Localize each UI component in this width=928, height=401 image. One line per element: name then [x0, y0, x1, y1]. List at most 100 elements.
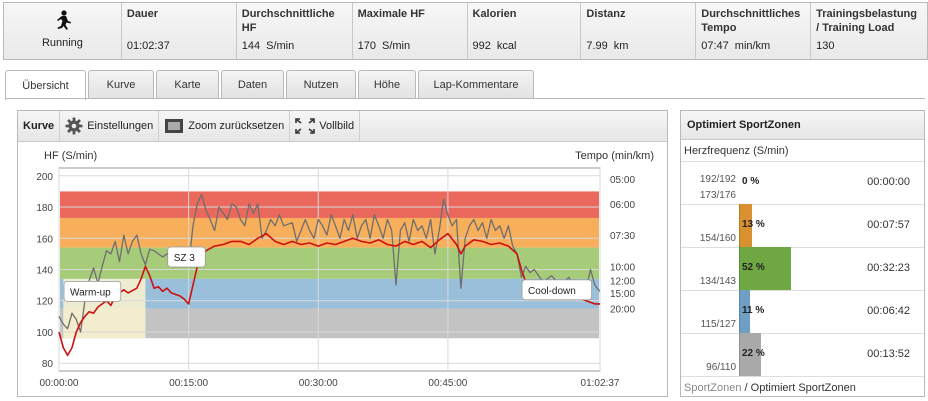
zone-row: 134/143 52 % 00:32:23: [681, 247, 924, 291]
sport-label: Running: [41, 37, 83, 49]
stat-distance: Distanz 7.99 km: [581, 3, 697, 59]
stat-label: Dauer: [126, 8, 159, 20]
annotation-label: Cool-down: [528, 286, 576, 297]
y-tick-label: 180: [36, 203, 53, 214]
hr-zone-band: [60, 278, 599, 309]
zoom-reset-button[interactable]: Zoom zurücksetzen: [159, 111, 291, 141]
tab-divider: [5, 98, 925, 99]
zone-range: 134/143: [700, 276, 736, 288]
zone-range: 154/160: [700, 233, 736, 245]
zone-percent: 52 %: [742, 262, 765, 273]
pace-tick-label: 12:00: [610, 276, 635, 287]
y-tick-label: 160: [36, 234, 53, 245]
tab-benefit[interactable]: Nutzen: [286, 70, 356, 99]
settings-label: Einstellungen: [87, 120, 154, 132]
zone-bar: [739, 290, 750, 333]
zone-row: 192/192 173/176 0 % 00:00:00: [681, 162, 924, 205]
tab-curve[interactable]: Kurve: [88, 70, 154, 99]
sport-zones-panel: Optimiert SportZonen Herzfrequenz (S/min…: [680, 110, 925, 397]
tab-overview[interactable]: Übersicht: [5, 70, 86, 100]
fullscreen-button[interactable]: Vollbild: [290, 111, 361, 141]
zone-time: 00:00:00: [867, 176, 910, 188]
pace-tick-label: 05:00: [610, 175, 635, 186]
pace-tick-label: 10:00: [610, 262, 635, 273]
zones-footer: SportZonen / Optimiert SportZonen: [684, 382, 856, 394]
fullscreen-icon: [295, 118, 316, 134]
tab-data[interactable]: Daten: [221, 70, 284, 99]
pace-tick-label: 06:00: [610, 200, 635, 211]
chart-annotation: Warm-up: [63, 280, 122, 302]
stat-label: Maximale HF: [357, 8, 425, 20]
zone-range: 192/192 173/176: [700, 174, 736, 202]
hr-zone-band: [60, 191, 599, 218]
summary-stats-bar: Running Dauer 01:02:37 Durchschnittliche…: [3, 2, 928, 60]
y-axis-label: HF (S/min): [44, 150, 97, 162]
zone-range: 96/110: [706, 362, 736, 374]
zoom-reset-icon: [165, 119, 184, 133]
zone-lower: 134/143: [699, 276, 736, 287]
annotation-label: SZ 3: [174, 253, 196, 264]
pace-tick-label: 07:30: [610, 231, 635, 242]
tab-lap-comments[interactable]: Lap-Kommentare: [418, 70, 534, 99]
tab-map[interactable]: Karte: [156, 70, 219, 99]
zone-row: 115/127 11 % 00:06:42: [681, 290, 924, 334]
gear-icon: [65, 117, 83, 135]
hr-zone-band: [60, 308, 599, 339]
zones-footer-text: Optimiert SportZonen: [750, 382, 856, 394]
stat-label: Trainingsbelastung / Training Load: [816, 8, 917, 34]
settings-button[interactable]: Einstellungen: [60, 111, 160, 141]
zones-title: Optimiert SportZonen: [681, 111, 924, 140]
stat-value: 170 S/min: [357, 40, 411, 52]
chart-annotation: Cool-down: [521, 279, 593, 301]
stat-training-load: Trainingsbelastung / Training Load 130: [811, 3, 927, 59]
zones-subtitle: Herzfrequenz (S/min): [681, 140, 924, 162]
zone-percent: 13 %: [742, 219, 765, 230]
curve-panel: Kurve Einstellungen Zoom zurücksetzen: [17, 110, 668, 397]
annotation-box: [167, 246, 206, 268]
annotation-label: Warm-up: [70, 287, 111, 298]
pace-tick-label: 15:00: [610, 289, 635, 300]
stat-value: 144 S/min: [241, 40, 295, 52]
stat-label: Kalorien: [472, 8, 517, 20]
y-tick-label: 200: [36, 172, 53, 183]
x-tick-label: 00:45:00: [428, 378, 467, 389]
x-tick-label: 00:15:00: [169, 378, 208, 389]
running-icon: [56, 10, 71, 30]
annotation-box: [521, 279, 593, 301]
zoom-reset-label: Zoom zurücksetzen: [188, 120, 285, 132]
stat-value: 130: [816, 40, 835, 52]
stat-duration: Dauer 01:02:37: [122, 3, 237, 59]
pace-series-line: [58, 193, 601, 333]
zone-lower: 96/110: [706, 362, 736, 373]
zone-time: 00:07:57: [867, 219, 910, 231]
annotation-box: [63, 280, 122, 302]
stat-value: 7.99 km: [586, 40, 629, 52]
y-tick-label: 140: [36, 266, 53, 277]
y-tick-label: 100: [36, 328, 53, 339]
tab-altitude[interactable]: Höhe: [358, 70, 416, 99]
x-tick-label: 00:00:00: [40, 378, 79, 389]
stat-avg-pace: Durchschnittliches Tempo 07:47 min/km: [696, 3, 812, 59]
sportzones-link[interactable]: SportZonen: [684, 382, 742, 394]
zone-bar: [739, 333, 761, 376]
zone-percent: 0 %: [742, 176, 760, 187]
chart-toolbar: Kurve Einstellungen Zoom zurücksetzen: [18, 111, 667, 142]
chart-title: Kurve: [18, 111, 61, 141]
x-tick-label: 01:02:37: [581, 378, 620, 389]
stat-calories: Kalorien 992 kcal: [468, 3, 582, 59]
y-tick-label: 80: [42, 359, 54, 370]
tab-bar: Übersicht Kurve Karte Daten Nutzen Höhe …: [5, 70, 536, 100]
hr-zone-band: [60, 247, 599, 279]
fullscreen-label: Vollbild: [319, 120, 355, 132]
zone-lower: 173/176: [699, 190, 736, 201]
zone-lower: 115/127: [700, 319, 736, 330]
zone-percent: 22 %: [742, 348, 765, 359]
sport-type: Running: [4, 3, 122, 59]
y-tick-label: 120: [36, 297, 53, 308]
zone-range: 115/127: [701, 319, 736, 331]
zone-time: 00:06:42: [867, 305, 910, 317]
hr-pace-chart[interactable]: 80 100 120 140 160 180 200 00:00:00 00:15:00 00:3…: [18, 143, 667, 396]
zone-upper: 192/192: [699, 174, 736, 185]
zones-list: 192/192 173/176 0 % 00:00:00 154/160 13 % 00:0…: [681, 162, 924, 377]
stat-value: 01:02:37: [126, 40, 170, 52]
